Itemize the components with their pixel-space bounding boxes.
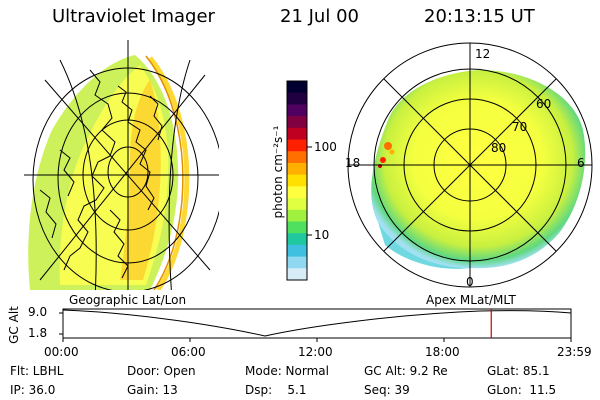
timeline-xtick: 18:00 bbox=[425, 345, 460, 359]
status-filter: Flt: LBHL bbox=[10, 364, 64, 378]
mlt-label-6: 6 bbox=[577, 156, 585, 170]
colorbar-segment bbox=[287, 127, 307, 141]
mlt-label-0: 0 bbox=[466, 275, 474, 289]
colorbar-segment bbox=[287, 104, 307, 117]
polar-map bbox=[347, 42, 593, 288]
altitude-timeline bbox=[59, 308, 572, 342]
status-mode: Mode: Normal bbox=[245, 364, 329, 378]
altitude-curve bbox=[62, 309, 572, 337]
timeline-ytick-max: 9.0 bbox=[28, 305, 48, 319]
colorbar-segment bbox=[287, 244, 307, 258]
mlt-label-12: 12 bbox=[475, 47, 491, 61]
colorbar-segment bbox=[287, 198, 307, 211]
status-dsp: Dsp: 5.1 bbox=[245, 383, 307, 397]
timeline-xtick: 06:00 bbox=[171, 345, 206, 359]
mlat-label-80: 80 bbox=[491, 141, 507, 155]
status-gc-alt: GC Alt: 9.2 Re bbox=[364, 364, 448, 378]
mlat-label-60: 60 bbox=[536, 97, 552, 111]
colorbar-segment bbox=[287, 81, 307, 94]
colorbar-segment bbox=[287, 209, 307, 222]
mlt-label-18: 18 bbox=[345, 156, 361, 170]
colorbar-segment bbox=[287, 139, 307, 152]
bright-spot bbox=[384, 142, 392, 150]
colorbar-label: photon cm⁻²s⁻¹ bbox=[271, 125, 285, 219]
status-glat: GLat: 85.1 bbox=[487, 364, 550, 378]
apex-label: Apex MLat/MLT bbox=[426, 293, 516, 307]
colorbar-segment bbox=[287, 116, 307, 129]
colorbar-tick-10: 10 bbox=[314, 228, 330, 242]
timeline-xtick: 12:00 bbox=[298, 345, 333, 359]
colorbar-tick-100: 100 bbox=[314, 140, 337, 154]
image-date: 21 Jul 00 bbox=[280, 6, 359, 27]
status-glon: GLon: 11.5 bbox=[487, 383, 557, 397]
color-scale bbox=[286, 80, 312, 281]
timeline-xtick: 23:59 bbox=[557, 345, 592, 359]
app-title: Ultraviolet Imager bbox=[52, 6, 215, 27]
colorbar-segment bbox=[287, 268, 307, 281]
mlat-label-70: 70 bbox=[512, 120, 528, 134]
colorbar-segment bbox=[287, 151, 307, 164]
colorbar-segment bbox=[287, 174, 307, 187]
colorbar-segment bbox=[287, 186, 307, 199]
status-door: Door: Open bbox=[127, 364, 196, 378]
colorbar-segment bbox=[287, 92, 307, 105]
status-seq: Seq: 39 bbox=[364, 383, 410, 397]
colorbar-segment bbox=[287, 256, 307, 269]
timeline-ytick-min: 1.8 bbox=[28, 326, 48, 340]
timeline-ylabel: GC Alt bbox=[7, 306, 21, 344]
colorbar-segment bbox=[287, 233, 307, 246]
colorbar-segment bbox=[287, 221, 307, 234]
geographic-label: Geographic Lat/Lon bbox=[69, 293, 187, 307]
status-ip: IP: 36.0 bbox=[10, 383, 56, 397]
geographic-map bbox=[24, 40, 219, 290]
colorbar-segment bbox=[287, 162, 307, 176]
timeline-xtick: 00:00 bbox=[44, 345, 79, 359]
status-gain: Gain: 13 bbox=[127, 383, 178, 397]
image-time: 20:13:15 UT bbox=[424, 6, 535, 27]
